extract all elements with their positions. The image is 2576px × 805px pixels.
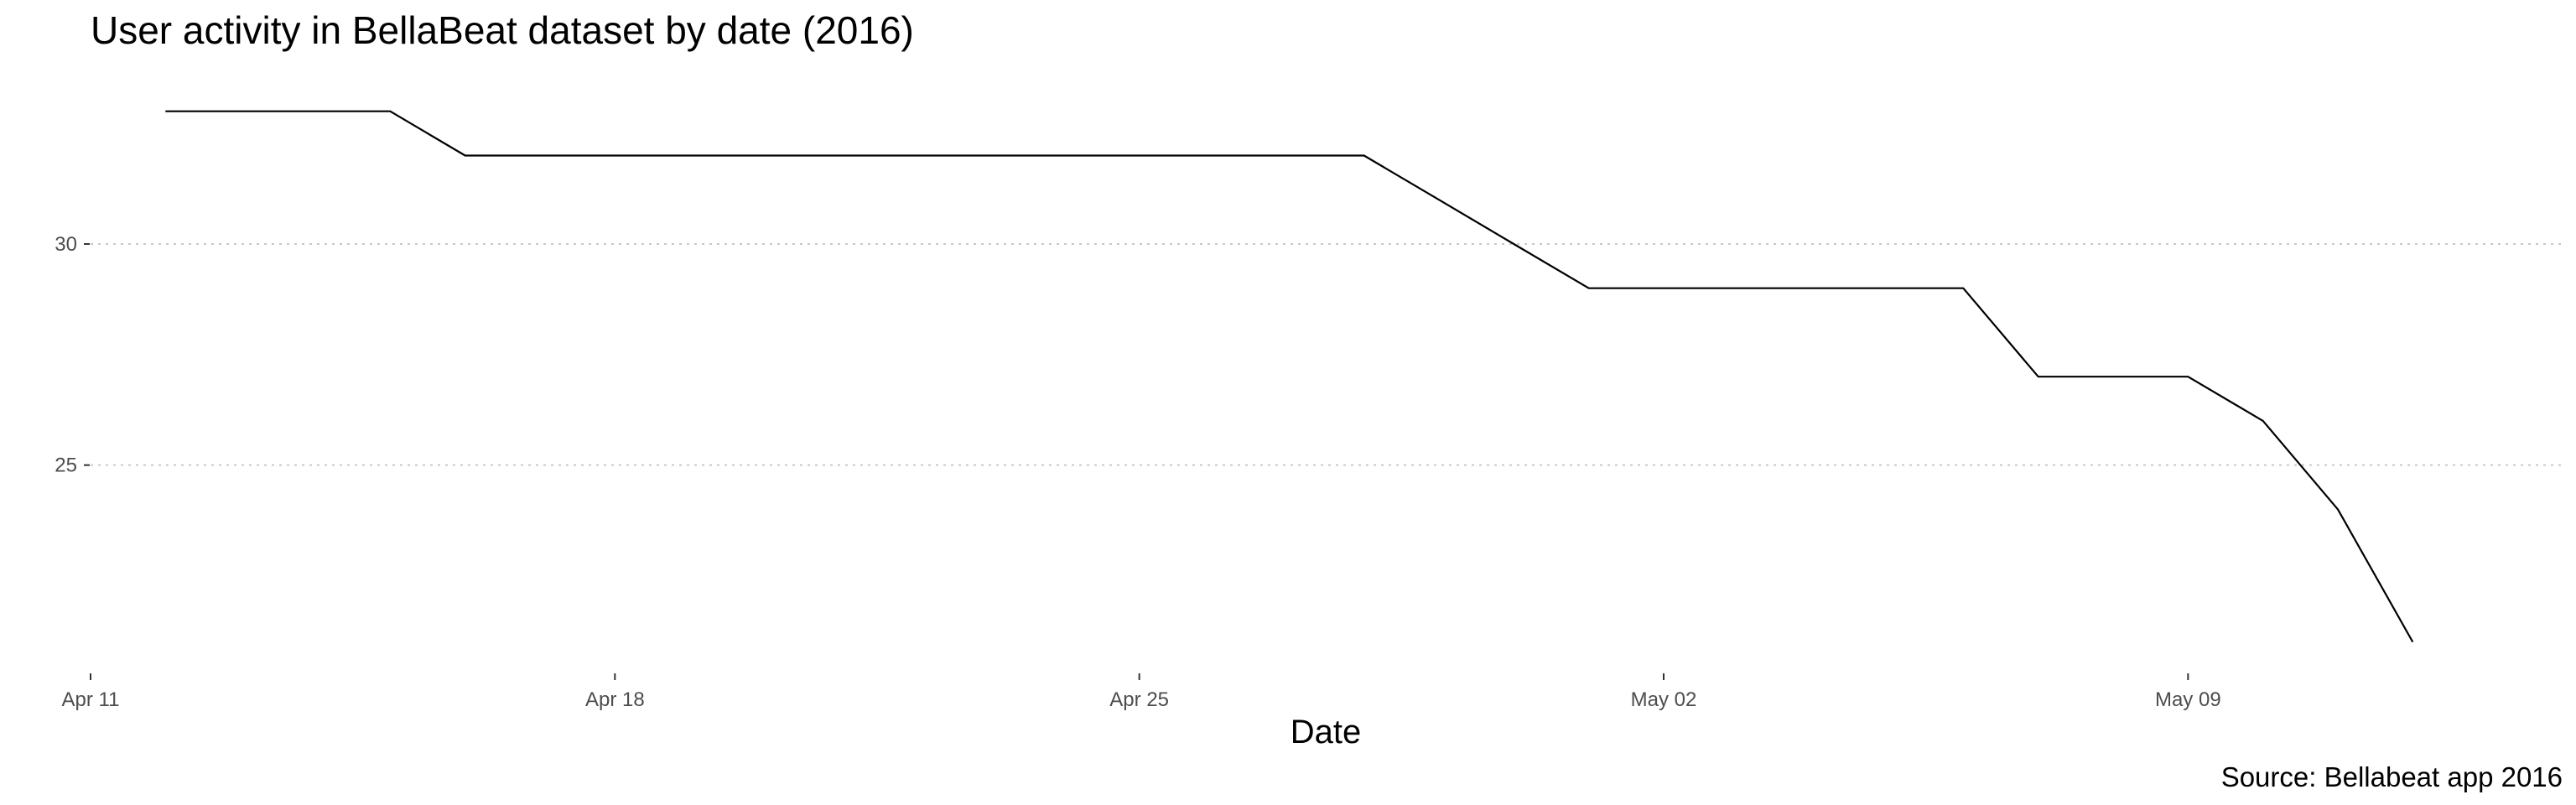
chart-title: User activity in BellaBeat dataset by da… (91, 8, 914, 52)
y-tick-label: 30 (55, 233, 77, 256)
x-tick-label: Apr 25 (1109, 688, 1169, 711)
x-tick-label: May 02 (1631, 688, 1697, 711)
x-axis-label: Date (1291, 714, 1362, 750)
y-axis: 25 30 (55, 233, 90, 477)
series-line (165, 110, 2414, 643)
chart-caption: Source: Bellabeat app 2016 (2221, 761, 2563, 792)
x-tick-label: May 09 (2155, 688, 2221, 711)
y-tick-label: 25 (55, 454, 77, 477)
x-tick-label: Apr 18 (585, 688, 645, 711)
x-tick-label: Apr 11 (62, 688, 120, 711)
grid-lines (91, 242, 2563, 466)
x-axis: Apr 11 Apr 18 Apr 25 May 02 May 09 (62, 673, 2221, 711)
series-layer (165, 110, 2414, 643)
